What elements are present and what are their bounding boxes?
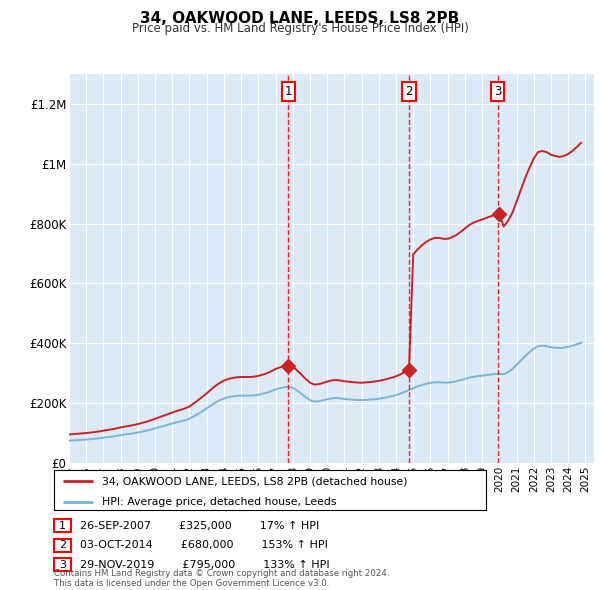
Text: 1: 1	[284, 85, 292, 98]
Text: 29-NOV-2019        £795,000        133% ↑ HPI: 29-NOV-2019 £795,000 133% ↑ HPI	[80, 560, 329, 569]
Text: 34, OAKWOOD LANE, LEEDS, LS8 2PB: 34, OAKWOOD LANE, LEEDS, LS8 2PB	[140, 11, 460, 25]
Text: 1: 1	[59, 521, 66, 530]
Text: HPI: Average price, detached house, Leeds: HPI: Average price, detached house, Leed…	[101, 497, 336, 507]
Text: 03-OCT-2014        £680,000        153% ↑ HPI: 03-OCT-2014 £680,000 153% ↑ HPI	[80, 540, 328, 550]
Text: 3: 3	[59, 560, 66, 569]
Text: Contains HM Land Registry data © Crown copyright and database right 2024.
This d: Contains HM Land Registry data © Crown c…	[54, 569, 389, 588]
Text: 26-SEP-2007        £325,000        17% ↑ HPI: 26-SEP-2007 £325,000 17% ↑ HPI	[80, 521, 319, 530]
Text: 34, OAKWOOD LANE, LEEDS, LS8 2PB (detached house): 34, OAKWOOD LANE, LEEDS, LS8 2PB (detach…	[101, 477, 407, 487]
Text: 3: 3	[494, 85, 502, 98]
Text: 2: 2	[59, 540, 66, 550]
Text: Price paid vs. HM Land Registry's House Price Index (HPI): Price paid vs. HM Land Registry's House …	[131, 22, 469, 35]
Text: 2: 2	[405, 85, 413, 98]
